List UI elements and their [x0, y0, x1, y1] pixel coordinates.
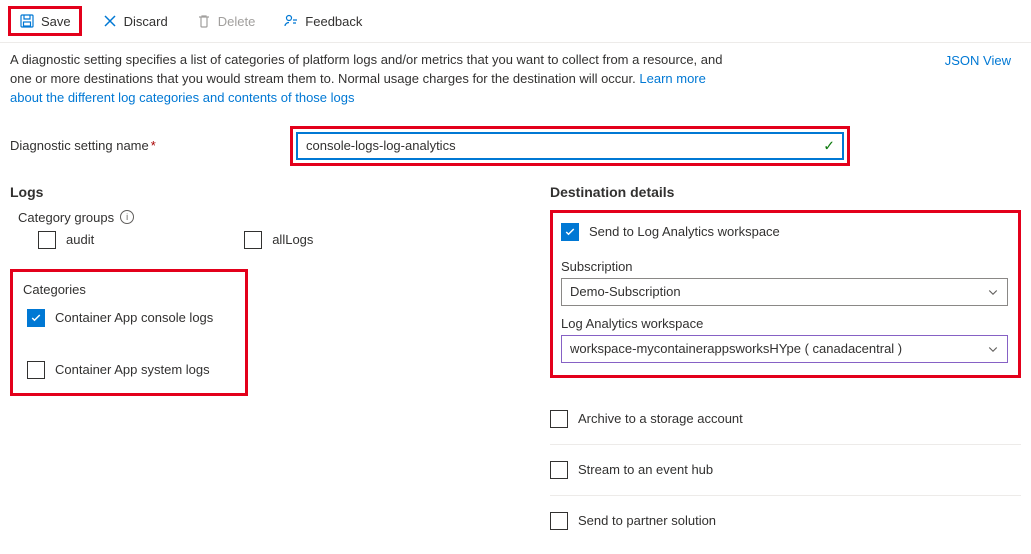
checkbox-label: Archive to a storage account: [578, 411, 743, 426]
dest-eventhub-row: Stream to an event hub: [550, 445, 1021, 496]
logs-column: Logs Category groups i audit allLogs Cat…: [10, 184, 530, 546]
discard-icon: [102, 13, 118, 29]
feedback-icon: [283, 13, 299, 29]
checkbox-label: Send to Log Analytics workspace: [589, 224, 780, 239]
checkbox-alllogs[interactable]: allLogs: [244, 231, 313, 249]
description-part1: A diagnostic setting specifies a list of…: [10, 52, 722, 86]
checkbox-label: Container App system logs: [55, 362, 210, 377]
discard-button[interactable]: Discard: [94, 9, 176, 33]
checkbox-log-analytics[interactable]: Send to Log Analytics workspace: [561, 221, 1008, 249]
checkbox-box[interactable]: [550, 512, 568, 530]
checkbox-box[interactable]: [561, 223, 579, 241]
validation-check-icon: ✓: [823, 137, 835, 154]
checkbox-audit[interactable]: audit: [38, 231, 94, 249]
required-marker: *: [151, 138, 156, 153]
save-icon: [19, 13, 35, 29]
checkbox-eventhub[interactable]: Stream to an event hub: [550, 453, 1021, 487]
chevron-down-icon: [987, 286, 999, 298]
workspace-select[interactable]: workspace-mycontainerappsworksHYpe ( can…: [561, 335, 1008, 363]
feedback-button[interactable]: Feedback: [275, 9, 370, 33]
columns: Logs Category groups i audit allLogs Cat…: [10, 184, 1021, 546]
categories-highlight: Categories Container App console logs Co…: [10, 269, 248, 396]
delete-icon: [196, 13, 212, 29]
content-area: JSON View A diagnostic setting specifies…: [0, 43, 1031, 554]
log-analytics-highlight: Send to Log Analytics workspace Subscrip…: [550, 210, 1021, 378]
info-icon[interactable]: i: [120, 210, 134, 224]
dest-archive-row: Archive to a storage account: [550, 394, 1021, 445]
checkbox-label: audit: [66, 232, 94, 247]
checkbox-label: allLogs: [272, 232, 313, 247]
checkbox-console-logs[interactable]: Container App console logs: [17, 301, 241, 335]
checkbox-label: Send to partner solution: [578, 513, 716, 528]
category-groups: audit allLogs: [10, 231, 530, 249]
name-input-highlight: ✓: [290, 126, 850, 166]
workspace-label: Log Analytics workspace: [561, 316, 1008, 331]
checkbox-label: Stream to an event hub: [578, 462, 713, 477]
destination-title: Destination details: [550, 184, 1021, 200]
checkbox-box[interactable]: [27, 309, 45, 327]
checkbox-label: Container App console logs: [55, 310, 213, 325]
checkbox-box[interactable]: [550, 410, 568, 428]
checkbox-partner[interactable]: Send to partner solution: [550, 504, 1021, 538]
toolbar: Save Discard Delete Feedback: [0, 0, 1031, 43]
chevron-down-icon: [987, 343, 999, 355]
checkbox-box[interactable]: [550, 461, 568, 479]
delete-button: Delete: [188, 9, 264, 33]
destination-column: Destination details Send to Log Analytic…: [550, 184, 1021, 546]
feedback-label: Feedback: [305, 14, 362, 29]
description-text: A diagnostic setting specifies a list of…: [10, 51, 730, 108]
subscription-value: Demo-Subscription: [570, 284, 681, 299]
workspace-value: workspace-mycontainerappsworksHYpe ( can…: [570, 341, 902, 356]
categories-title: Categories: [23, 282, 241, 297]
name-field-row: Diagnostic setting name* ✓: [10, 126, 1021, 166]
checkbox-archive[interactable]: Archive to a storage account: [550, 402, 1021, 436]
json-view-link[interactable]: JSON View: [945, 53, 1011, 68]
save-button[interactable]: Save: [8, 6, 82, 36]
dest-partner-row: Send to partner solution: [550, 496, 1021, 546]
category-groups-label: Category groups i: [18, 210, 530, 225]
diagnostic-name-input[interactable]: [296, 132, 844, 160]
checkbox-system-logs[interactable]: Container App system logs: [17, 353, 241, 387]
save-label: Save: [41, 14, 71, 29]
checkbox-box[interactable]: [27, 361, 45, 379]
checkbox-box[interactable]: [38, 231, 56, 249]
discard-label: Discard: [124, 14, 168, 29]
checkbox-box[interactable]: [244, 231, 262, 249]
subscription-label: Subscription: [561, 259, 1008, 274]
subscription-select[interactable]: Demo-Subscription: [561, 278, 1008, 306]
logs-title: Logs: [10, 184, 530, 200]
name-field-label: Diagnostic setting name*: [10, 138, 280, 153]
delete-label: Delete: [218, 14, 256, 29]
